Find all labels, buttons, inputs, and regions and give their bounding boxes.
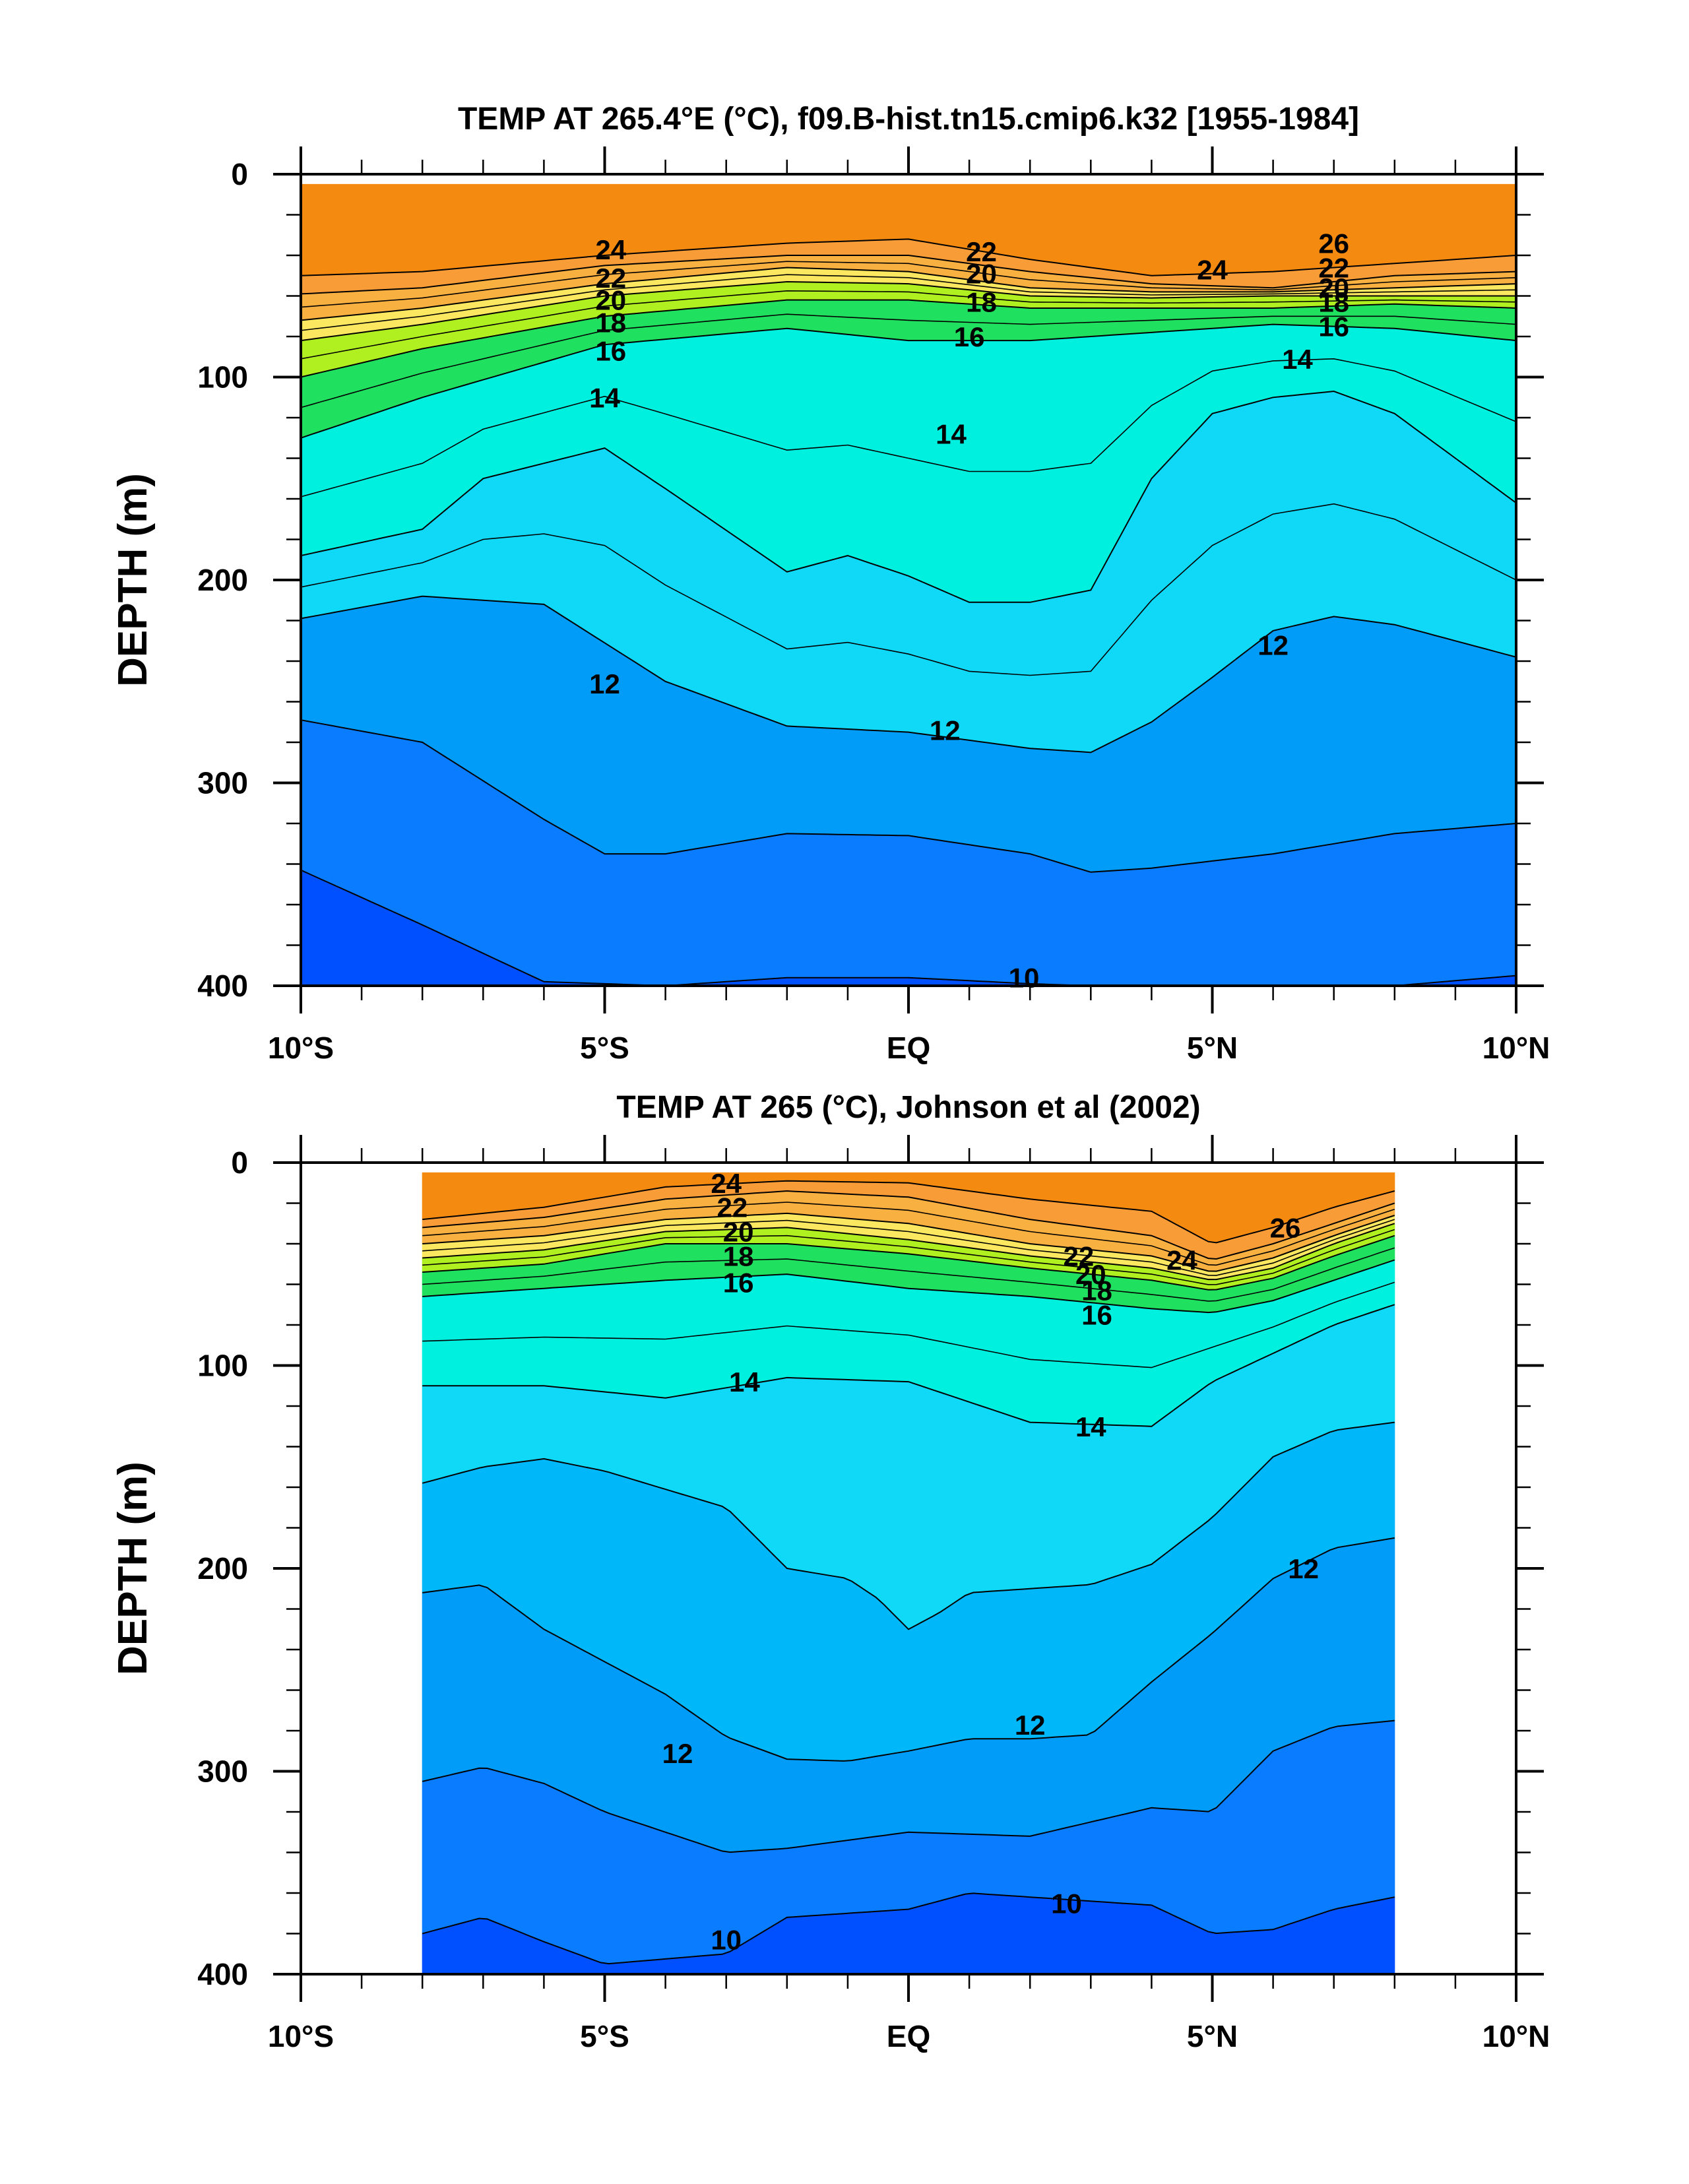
isotherm-24	[300, 255, 1517, 295]
y-axis-label: DEPTH (m)	[110, 473, 156, 687]
x-tick-label: 10°N	[1482, 1031, 1550, 1065]
isotherm-19	[300, 290, 1517, 360]
y-tick-label: 300	[197, 1754, 248, 1789]
y-tick-label: 200	[197, 563, 248, 597]
contour-label: 26	[1270, 1212, 1301, 1243]
x-tick-label: 10°S	[268, 1031, 334, 1065]
isotherm-25	[300, 238, 1517, 276]
contour-label: 16	[723, 1267, 754, 1298]
contour-label: 10	[711, 1925, 742, 1956]
contour-label: 22	[1318, 252, 1349, 283]
contour-label: 12	[1015, 1710, 1046, 1741]
isotherm-15	[300, 358, 1517, 498]
x-tick-label: 5°N	[1187, 1031, 1238, 1065]
y-tick-label: 0	[231, 157, 248, 191]
contour-label: 16	[1318, 311, 1349, 342]
contour-label: 16	[1081, 1300, 1112, 1331]
isotherm-10	[422, 1892, 1395, 1965]
isotherm-17	[300, 313, 1517, 408]
panel-1: 2422201816142220181614242622201816141212…	[110, 102, 1550, 1065]
isotherm-13	[300, 503, 1517, 676]
x-tick-label: 10°S	[268, 2019, 334, 2053]
contour-label: 14	[1282, 344, 1313, 375]
contour-label: 20	[595, 285, 626, 316]
chart-title: TEMP AT 265 (°C), Johnson et al (2002)	[616, 1090, 1200, 1125]
contour-label: 12	[930, 715, 961, 746]
isotherm-23	[300, 261, 1517, 308]
y-tick-label: 400	[197, 969, 248, 1003]
isotherm-19	[422, 1229, 1395, 1285]
y-tick-label: 300	[197, 766, 248, 800]
contour-label: 16	[954, 321, 985, 352]
isotherm-23	[422, 1202, 1395, 1266]
contour-label: 24	[1197, 255, 1228, 286]
contour-label: 12	[662, 1738, 693, 1769]
contour-label: 18	[966, 287, 997, 318]
isotherm-24	[422, 1190, 1395, 1260]
contour-label: 22	[717, 1192, 748, 1223]
contour-label: 18	[1318, 287, 1349, 318]
contour-label: 10	[1051, 1888, 1082, 1919]
contour-label: 18	[723, 1240, 754, 1271]
isotherm-15	[422, 1281, 1395, 1368]
isotherm-14	[422, 1304, 1395, 1427]
contour-label: 20	[1075, 1259, 1106, 1290]
x-tick-label: 5°S	[580, 1031, 629, 1065]
isotherm-11	[300, 719, 1517, 873]
isotherm-21	[300, 274, 1517, 331]
x-tick-label: 5°S	[580, 2019, 629, 2053]
contour-label: 14	[589, 382, 620, 413]
contour-label: 12	[589, 668, 620, 699]
isotherm-22	[422, 1212, 1395, 1272]
isotherm-25	[422, 1180, 1395, 1244]
y-tick-label: 0	[231, 1145, 248, 1180]
x-tick-label: EQ	[887, 1031, 930, 1065]
contour-label: 12	[1258, 629, 1289, 660]
contour-label: 18	[1081, 1275, 1112, 1306]
contour-label: 18	[595, 307, 626, 338]
contour-label: 16	[595, 336, 626, 367]
contour-label: 20	[723, 1217, 754, 1248]
isotherm-14	[300, 390, 1517, 603]
contour-label: 14	[1075, 1411, 1106, 1442]
isotherm-20	[300, 280, 1516, 342]
contour-label: 22	[595, 263, 626, 294]
x-tick-label: EQ	[887, 2019, 930, 2053]
isotherm-20	[422, 1223, 1395, 1281]
contour-label: 22	[1064, 1240, 1095, 1271]
contour-label: 24	[595, 234, 626, 265]
isotherm-18	[422, 1235, 1395, 1291]
isotherm-12	[300, 595, 1517, 754]
y-tick-label: 100	[197, 1349, 248, 1383]
isotherm-12	[422, 1537, 1395, 1762]
isotherm-18	[300, 299, 1517, 378]
panel-2: 242220181614222018162426141212121010TEMP…	[110, 1090, 1550, 2053]
isotherm-16	[300, 323, 1517, 439]
y-axis-label: DEPTH (m)	[110, 1461, 156, 1675]
isotherm-22	[300, 267, 1517, 321]
contour-label: 24	[711, 1168, 742, 1199]
y-tick-label: 400	[197, 1957, 248, 1991]
isotherm-17	[422, 1247, 1395, 1302]
contour-label: 26	[1318, 228, 1349, 259]
isotherm-13	[422, 1421, 1395, 1630]
chart-title: TEMP AT 265.4°E (°C), f09.B-hist.tn15.cm…	[458, 102, 1359, 137]
isotherm-21	[422, 1219, 1395, 1276]
y-tick-label: 100	[197, 360, 248, 395]
x-tick-label: 5°N	[1187, 2019, 1238, 2053]
isotherm-16	[422, 1259, 1395, 1314]
contour-label: 10	[1009, 963, 1040, 994]
contour-label: 22	[966, 236, 997, 267]
contour-label: 20	[966, 259, 997, 290]
x-tick-label: 10°N	[1482, 2019, 1550, 2053]
contour-label: 12	[1288, 1553, 1319, 1584]
contour-label: 24	[1166, 1245, 1197, 1276]
y-tick-label: 200	[197, 1551, 248, 1586]
isotherm-11	[422, 1719, 1395, 1853]
contour-label: 14	[729, 1366, 760, 1397]
contour-label: 20	[1318, 273, 1349, 304]
contour-label: 14	[936, 419, 967, 450]
